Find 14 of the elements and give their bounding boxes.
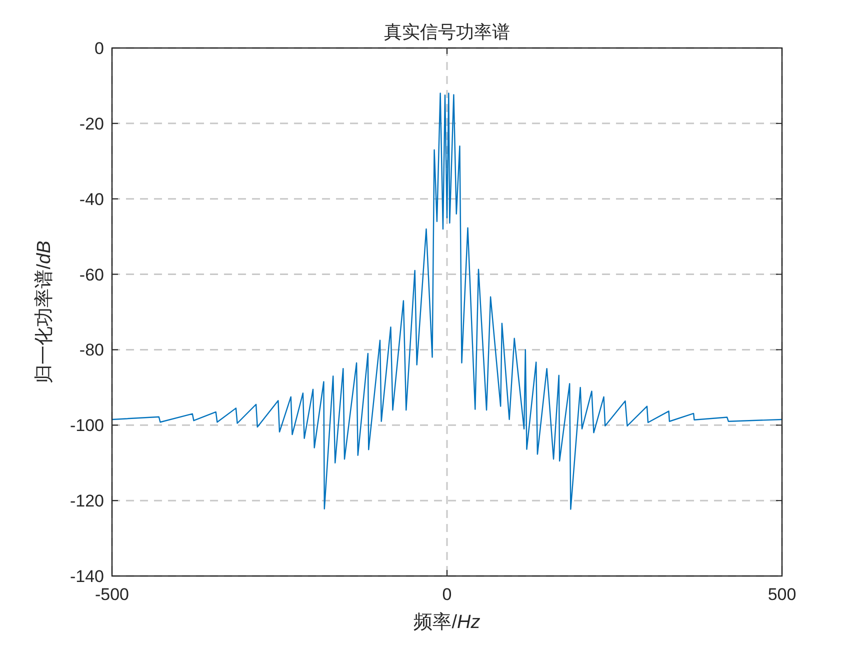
y-tick-label: -80 bbox=[79, 340, 104, 360]
y-axis-title: 归一化功率谱/dB bbox=[33, 240, 55, 384]
y-tick-label: -100 bbox=[70, 416, 104, 436]
y-tick-label: 0 bbox=[94, 39, 104, 58]
y-tick-label: -120 bbox=[70, 492, 104, 511]
y-tick-label: -140 bbox=[70, 567, 104, 586]
chart-title: 真实信号功率谱 bbox=[384, 22, 510, 42]
y-tick-label: -60 bbox=[79, 265, 104, 284]
y-tick-label: -40 bbox=[79, 190, 104, 209]
x-axis-title: 频率/Hz bbox=[414, 611, 481, 633]
x-tick-label: -500 bbox=[94, 585, 130, 604]
x-tick-label: 0 bbox=[442, 585, 452, 604]
x-tick-label: 500 bbox=[768, 585, 796, 604]
y-tick-label: -20 bbox=[79, 114, 104, 134]
